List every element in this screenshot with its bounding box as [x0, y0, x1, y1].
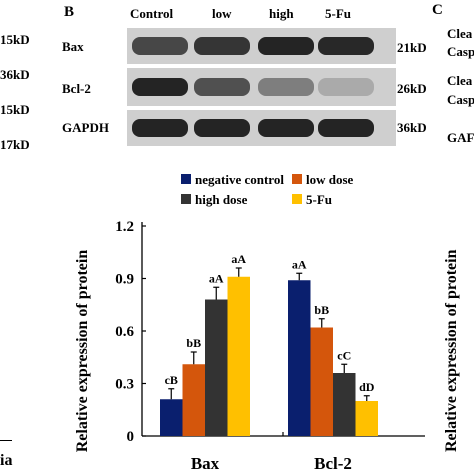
lane-header-high: high	[269, 6, 294, 21]
panel-c-letter: C	[432, 2, 443, 18]
y-tick-label-0.3: 0.3	[115, 377, 134, 393]
y-tick-label-0.9: 0.9	[115, 272, 134, 288]
data-label-0-3: aA	[231, 252, 246, 266]
data-label-1-3: dD	[359, 380, 375, 394]
lane-header-low: low	[212, 6, 232, 21]
protein-label-bcl2: Bcl-2	[62, 81, 91, 96]
kd-label-bax: 21kD	[397, 40, 427, 55]
data-label-0-1: bB	[186, 336, 201, 350]
left-kd-label-2: 36kD	[0, 67, 30, 82]
band-bcl-2-0	[132, 78, 188, 96]
bar-Bax-0	[160, 399, 183, 436]
kd-label-bcl2: 26kD	[397, 81, 427, 96]
legend-label-0: negative control	[195, 172, 284, 187]
lane-header-5fu: 5-Fu	[325, 6, 351, 21]
protein-label-bax: Bax	[62, 39, 84, 54]
y-tick-label-1.2: 1.2	[115, 219, 134, 235]
legend-swatch-3	[292, 194, 302, 204]
x-category-0: Bax	[191, 454, 220, 473]
data-label-0-2: aA	[209, 271, 224, 285]
band-bax-3	[318, 37, 374, 55]
panel-c-fragment-3: Clea	[447, 73, 473, 88]
data-label-0-0: cB	[165, 373, 178, 387]
legend-swatch-2	[181, 194, 191, 204]
legend-label-1: low dose	[306, 172, 354, 187]
blot-gapdh	[127, 110, 396, 146]
data-label-1-1: bB	[314, 303, 329, 317]
panel-c-fragment-4: Casp	[447, 92, 474, 107]
bar-Bcl-2-2	[333, 373, 356, 436]
data-label-1-2: cC	[337, 348, 351, 362]
bar-Bax-3	[227, 276, 250, 436]
band-gapdh-2	[258, 119, 314, 137]
left-kd-label-3: 15kD	[0, 102, 30, 117]
blot-bax	[127, 28, 396, 64]
left-axis-fragment	[0, 440, 12, 441]
panel-c-fragment-1: Clea	[447, 26, 473, 41]
band-bcl-2-1	[194, 78, 250, 96]
legend-swatch-1	[292, 174, 302, 184]
blot-bcl2	[127, 68, 396, 106]
protein-label-gapdh: GAPDH	[62, 120, 109, 135]
band-gapdh-0	[132, 119, 188, 137]
band-bax-0	[132, 37, 188, 55]
band-bcl-2-2	[258, 78, 314, 96]
y-tick-label-0: 0	[127, 429, 135, 445]
bar-Bcl-2-3	[355, 401, 378, 436]
bar-Bcl-2-1	[310, 327, 333, 436]
y-tick-label-0.6: 0.6	[115, 324, 134, 340]
x-category-1: Bcl-2	[314, 454, 352, 473]
data-label-1-0: aA	[292, 257, 307, 271]
band-bax-2	[258, 37, 314, 55]
legend-label-3: 5-Fu	[306, 192, 332, 207]
band-bcl-2-3	[318, 78, 374, 96]
bar-Bax-1	[182, 364, 205, 436]
bar-Bcl-2-0	[288, 280, 311, 436]
bar-Bax-2	[205, 299, 228, 436]
panel-b-letter: B	[64, 4, 75, 20]
left-kd-label-4: 17kD	[0, 137, 30, 152]
band-gapdh-1	[194, 119, 250, 137]
legend-label-2: high dose	[195, 192, 248, 207]
y-axis-label: Relative expression of protein	[74, 250, 91, 453]
band-bax-1	[194, 37, 250, 55]
legend-swatch-0	[181, 174, 191, 184]
left-kd-label-1: 15kD	[0, 32, 30, 47]
left-bottom-text: ia	[0, 452, 13, 469]
panel-c-fragment-5: GAF	[447, 130, 474, 145]
band-gapdh-3	[318, 119, 374, 137]
panel-c-fragment-2: Casp	[447, 44, 474, 59]
kd-label-gapdh: 36kD	[397, 120, 427, 135]
lane-header-control: Control	[130, 6, 174, 21]
